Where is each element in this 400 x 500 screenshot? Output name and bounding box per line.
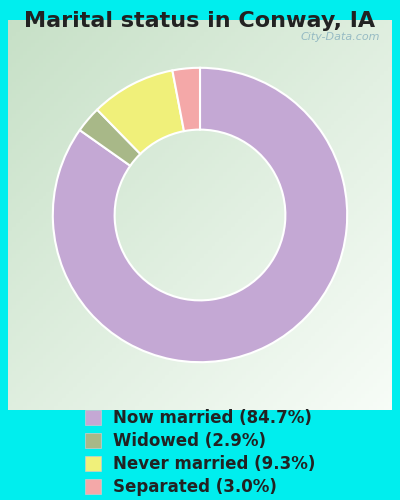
Text: Marital status in Conway, IA: Marital status in Conway, IA xyxy=(24,11,376,31)
Text: City-Data.com: City-Data.com xyxy=(301,32,380,42)
Legend: Now married (84.7%), Widowed (2.9%), Never married (9.3%), Separated (3.0%): Now married (84.7%), Widowed (2.9%), Nev… xyxy=(80,404,320,500)
Wedge shape xyxy=(97,70,184,154)
Wedge shape xyxy=(80,110,140,166)
Wedge shape xyxy=(172,68,200,131)
Wedge shape xyxy=(53,68,347,362)
